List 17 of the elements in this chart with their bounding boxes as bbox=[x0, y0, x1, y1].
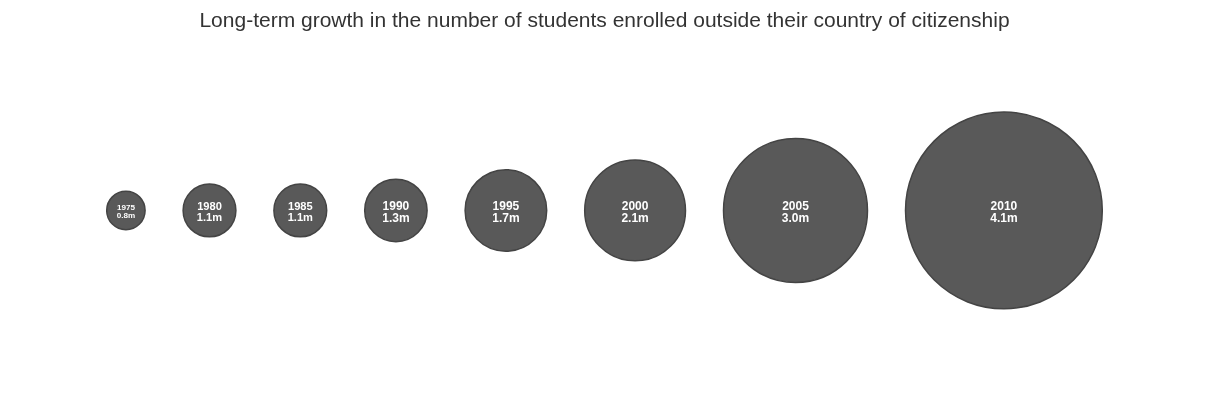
data-label: 2.1m bbox=[621, 211, 649, 226]
category-label: 1985 bbox=[287, 199, 313, 212]
category-label: 1980 bbox=[197, 199, 222, 212]
data-label: 1.7m bbox=[492, 211, 520, 226]
data-label: 1.3m bbox=[382, 211, 410, 226]
category-label: 1995 bbox=[492, 198, 520, 213]
category-label: 1975 bbox=[116, 203, 136, 212]
data-label: 1.1m bbox=[196, 211, 223, 224]
category-label: 1990 bbox=[382, 198, 410, 213]
category-label: 2000 bbox=[621, 198, 649, 213]
data-label: 0.8m bbox=[116, 210, 136, 220]
data-label: 4.1m bbox=[990, 211, 1018, 226]
data-label: 1.1m bbox=[287, 211, 314, 224]
category-label: 2010 bbox=[990, 198, 1018, 213]
text: Long-term growth in the number of students enrolled outside their country of citizenship bbox=[199, 7, 1010, 31]
category-label: 2005 bbox=[782, 198, 810, 213]
data-label: 3.0m bbox=[781, 211, 810, 226]
